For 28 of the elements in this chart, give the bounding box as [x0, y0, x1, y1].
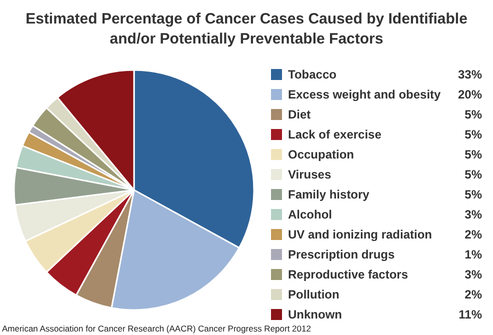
- legend-label: Family history: [288, 188, 370, 202]
- data-label: 5%: [464, 188, 482, 202]
- legend-label: Viruses: [288, 168, 332, 182]
- legend-label: Occupation: [288, 148, 354, 162]
- legend-label: Excess weight and obesity: [288, 88, 442, 102]
- data-label: 11%: [458, 308, 482, 322]
- data-label: 5%: [464, 128, 482, 142]
- data-label: 2%: [464, 228, 482, 242]
- data-label: 5%: [464, 108, 482, 122]
- legend-label: Unknown: [288, 308, 342, 322]
- legend-label: Lack of exercise: [288, 128, 382, 142]
- data-label: 2%: [464, 288, 482, 302]
- data-label: 5%: [464, 168, 482, 182]
- legend-label: UV and ionizing radiation: [288, 228, 432, 242]
- chart-title: Estimated Percentage of Cancer Cases Caused by Identifiable and/or Potentially Preventable Factors: [26, 10, 468, 48]
- legend-label: Tobacco: [288, 68, 336, 82]
- data-label: 20%: [458, 88, 482, 102]
- legend-label: Reproductive factors: [288, 268, 408, 282]
- legend-label: Diet: [288, 108, 311, 122]
- data-label: 3%: [464, 268, 482, 282]
- text: American Association for Cancer Research (AACR) Cancer Progress Report 2012: [2, 324, 312, 334]
- data-label: 1%: [464, 248, 482, 262]
- legend-label: Pollution: [288, 288, 340, 302]
- legend-label: Alcohol: [288, 208, 332, 222]
- legend-label: Prescription drugs: [288, 248, 396, 262]
- data-label: 3%: [464, 208, 482, 222]
- data-label: 5%: [464, 148, 482, 162]
- data-label: 33%: [458, 68, 482, 82]
